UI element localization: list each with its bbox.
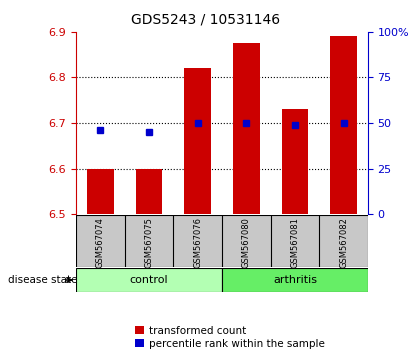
Text: GSM567081: GSM567081 [291,217,299,268]
Text: GSM567080: GSM567080 [242,217,251,268]
Bar [87,169,114,214]
Bar [76,268,222,292]
Bar [330,36,357,214]
Bar [136,169,162,214]
Text: disease state: disease state [8,275,78,285]
Text: GSM567082: GSM567082 [339,217,348,268]
Bar [282,109,308,214]
Bar [233,43,260,214]
Text: GSM567075: GSM567075 [145,217,153,268]
Legend: transformed count, percentile rank within the sample: transformed count, percentile rank withi… [136,326,325,349]
Text: control: control [130,275,168,285]
Bar [184,68,211,214]
Text: arthritis: arthritis [273,275,317,285]
Bar [222,268,368,292]
Text: GDS5243 / 10531146: GDS5243 / 10531146 [131,12,280,27]
Text: GSM567076: GSM567076 [193,217,202,268]
Text: GSM567074: GSM567074 [96,217,105,268]
